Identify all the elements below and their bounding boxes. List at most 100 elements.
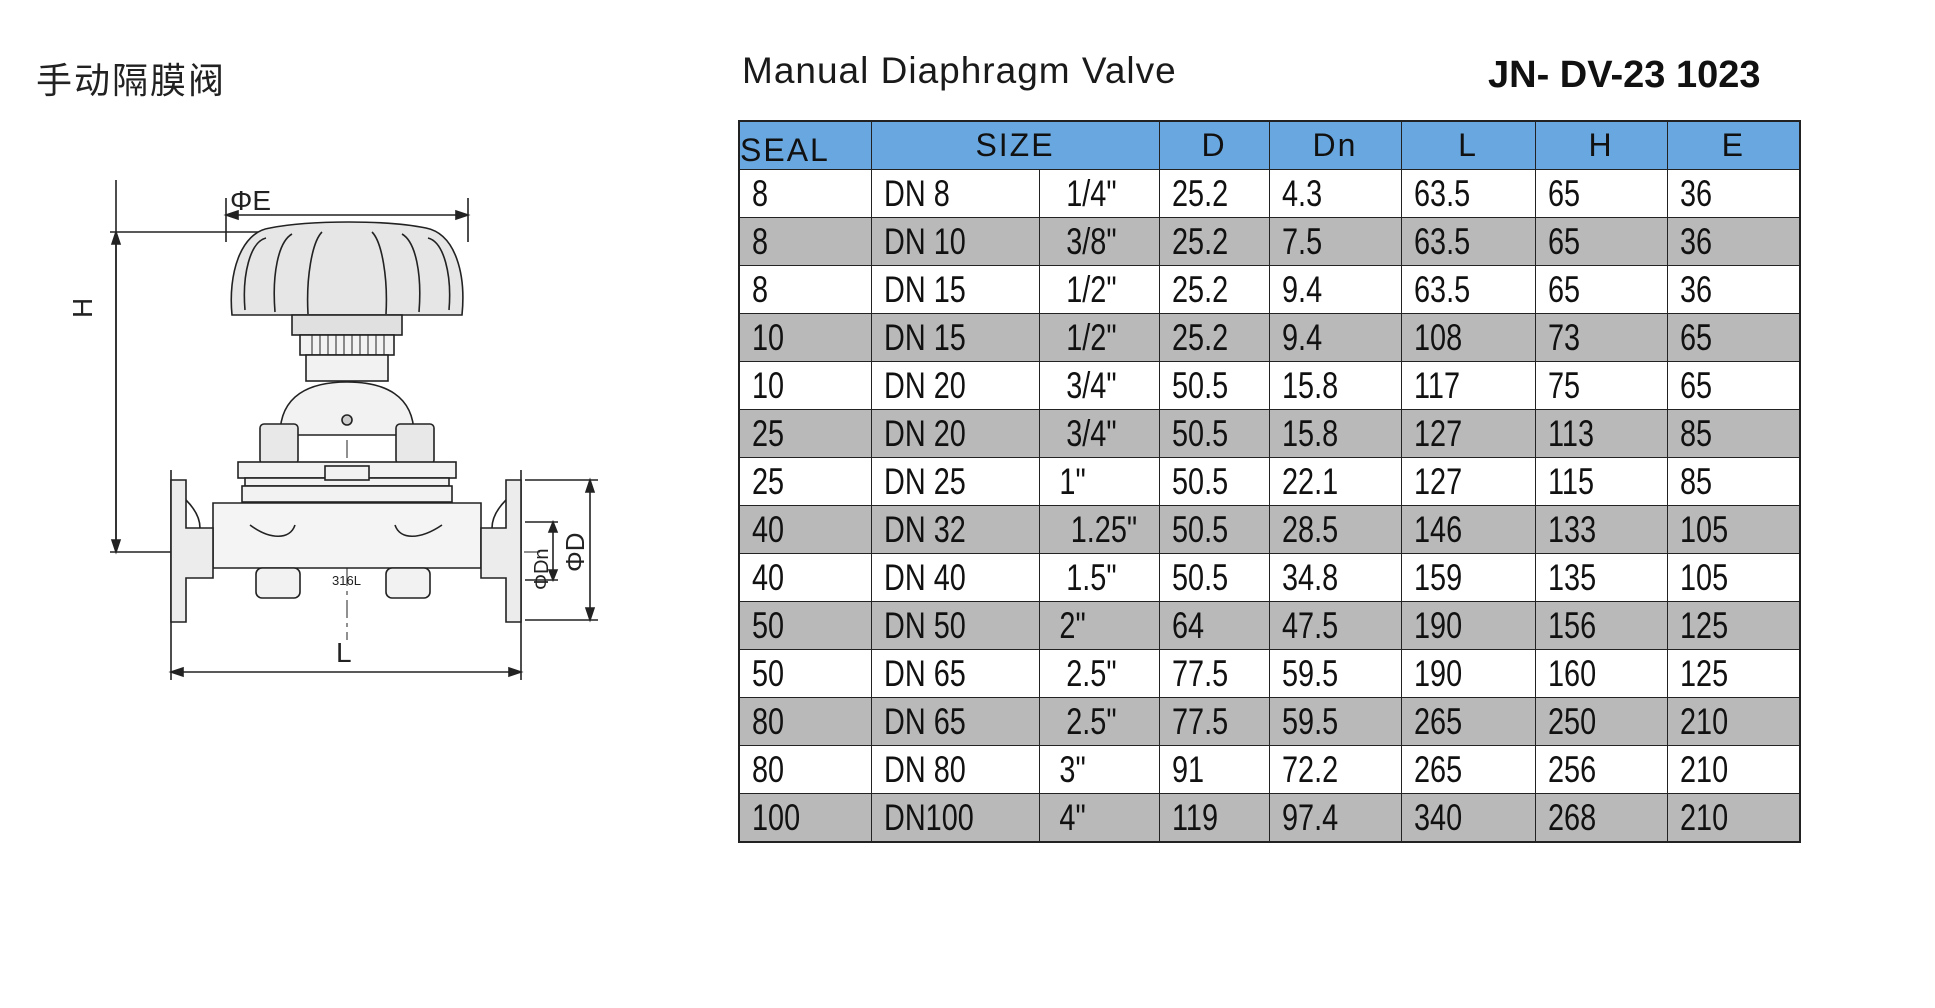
cell-e: 210 xyxy=(1666,793,1801,843)
table-row: 40 DN 32 1.25" 50.5 28.5 146 133 105 xyxy=(738,505,1801,554)
table-header-row: SEAL SIZE D Dn L H E xyxy=(738,120,1801,170)
cell-seal: 80 xyxy=(738,745,872,794)
cell-dn: DN 80 xyxy=(870,745,1040,794)
cell-e: 36 xyxy=(1666,265,1801,314)
cell-dni: 97.4 xyxy=(1268,793,1402,843)
table-row: 25 DN 25 1" 50.5 22.1 127 115 85 xyxy=(738,457,1801,506)
h-label: H xyxy=(70,298,98,318)
cell-h: 268 xyxy=(1534,793,1668,843)
header-dn: Dn xyxy=(1268,120,1402,170)
spec-table: SEAL SIZE D Dn L H E 8 DN 8 1/4" 25.2 4.3 63.… xyxy=(738,120,1801,843)
cell-inch: 1/2" xyxy=(1038,313,1160,362)
cell-dni: 72.2 xyxy=(1268,745,1402,794)
table-row: 8 DN 10 3/8" 25.2 7.5 63.5 65 36 xyxy=(738,217,1801,266)
cell-inch: 1.5" xyxy=(1038,553,1160,602)
cell-d: 50.5 xyxy=(1158,553,1270,602)
cell-dn: DN 15 xyxy=(870,313,1040,362)
cell-dni: 28.5 xyxy=(1268,505,1402,554)
model-number: JN- DV-23 1023 xyxy=(1488,54,1761,96)
table-row: 80 DN 65 2.5" 77.5 59.5 265 250 210 xyxy=(738,697,1801,746)
cell-dni: 9.4 xyxy=(1268,313,1402,362)
cell-l: 63.5 xyxy=(1400,217,1536,266)
cell-d: 91 xyxy=(1158,745,1270,794)
cell-seal: 25 xyxy=(738,457,872,506)
cell-dn: DN 10 xyxy=(870,217,1040,266)
cell-dn: DN100 xyxy=(870,793,1040,843)
cell-inch: 1/4" xyxy=(1038,169,1160,218)
table-row: 10 DN 15 1/2" 25.2 9.4 108 73 65 xyxy=(738,313,1801,362)
cell-d: 64 xyxy=(1158,601,1270,650)
cell-inch: 4" xyxy=(1038,793,1160,843)
cell-dni: 59.5 xyxy=(1268,697,1402,746)
cell-seal: 50 xyxy=(738,601,872,650)
header-h: H xyxy=(1534,120,1668,170)
cell-l: 265 xyxy=(1400,745,1536,794)
cell-inch: 1.25" xyxy=(1038,505,1160,554)
cell-e: 105 xyxy=(1666,553,1801,602)
cell-e: 36 xyxy=(1666,217,1801,266)
cell-d: 50.5 xyxy=(1158,505,1270,554)
table-row: 8 DN 15 1/2" 25.2 9.4 63.5 65 36 xyxy=(738,265,1801,314)
cell-e: 85 xyxy=(1666,409,1801,458)
cell-dn: DN 65 xyxy=(870,649,1040,698)
english-title: Manual Diaphragm Valve xyxy=(742,50,1177,91)
cell-d: 77.5 xyxy=(1158,649,1270,698)
cell-d: 50.5 xyxy=(1158,409,1270,458)
cell-seal: 25 xyxy=(738,409,872,458)
cell-h: 73 xyxy=(1534,313,1668,362)
cell-dni: 34.8 xyxy=(1268,553,1402,602)
cell-h: 75 xyxy=(1534,361,1668,410)
l-label: L xyxy=(336,637,352,668)
cell-h: 113 xyxy=(1534,409,1668,458)
cell-dn: DN 40 xyxy=(870,553,1040,602)
cell-l: 63.5 xyxy=(1400,169,1536,218)
cell-d: 25.2 xyxy=(1158,313,1270,362)
cell-h: 135 xyxy=(1534,553,1668,602)
cell-inch: 2.5" xyxy=(1038,649,1160,698)
cell-d: 25.2 xyxy=(1158,169,1270,218)
cell-e: 210 xyxy=(1666,745,1801,794)
cell-seal: 40 xyxy=(738,553,872,602)
cell-inch: 2" xyxy=(1038,601,1160,650)
cell-e: 65 xyxy=(1666,361,1801,410)
cell-h: 160 xyxy=(1534,649,1668,698)
cell-l: 340 xyxy=(1400,793,1536,843)
cell-l: 190 xyxy=(1400,601,1536,650)
table-row: 25 DN 20 3/4" 50.5 15.8 127 113 85 xyxy=(738,409,1801,458)
cell-e: 65 xyxy=(1666,313,1801,362)
cell-d: 25.2 xyxy=(1158,265,1270,314)
cell-h: 156 xyxy=(1534,601,1668,650)
cell-d: 50.5 xyxy=(1158,361,1270,410)
cell-l: 146 xyxy=(1400,505,1536,554)
valve-drawing: ΦE H L ΦDn ΦD 316L xyxy=(70,180,598,680)
cell-h: 65 xyxy=(1534,169,1668,218)
cell-seal: 10 xyxy=(738,313,872,362)
table-row: 40 DN 40 1.5" 50.5 34.8 159 135 105 xyxy=(738,553,1801,602)
cell-h: 65 xyxy=(1534,265,1668,314)
cell-seal: 10 xyxy=(738,361,872,410)
cell-l: 190 xyxy=(1400,649,1536,698)
cell-e: 105 xyxy=(1666,505,1801,554)
cell-dn: DN 50 xyxy=(870,601,1040,650)
header-d: D xyxy=(1158,120,1270,170)
cell-e: 125 xyxy=(1666,649,1801,698)
material-label: 316L xyxy=(332,573,361,588)
chinese-title: 手动隔膜阀 xyxy=(36,61,227,102)
cell-inch: 1/2" xyxy=(1038,265,1160,314)
cell-l: 265 xyxy=(1400,697,1536,746)
cell-h: 133 xyxy=(1534,505,1668,554)
table-row: 50 DN 65 2.5" 77.5 59.5 190 160 125 xyxy=(738,649,1801,698)
cell-dn: DN 8 xyxy=(870,169,1040,218)
cell-seal: 8 xyxy=(738,169,872,218)
cell-dn: DN 20 xyxy=(870,361,1040,410)
e-label: ΦE xyxy=(230,185,271,216)
cell-l: 108 xyxy=(1400,313,1536,362)
table-row: 10 DN 20 3/4" 50.5 15.8 117 75 65 xyxy=(738,361,1801,410)
cell-h: 115 xyxy=(1534,457,1668,506)
cell-dni: 47.5 xyxy=(1268,601,1402,650)
cell-dn: DN 65 xyxy=(870,697,1040,746)
cell-dn: DN 25 xyxy=(870,457,1040,506)
cell-e: 85 xyxy=(1666,457,1801,506)
cell-d: 119 xyxy=(1158,793,1270,843)
dn-label: ΦDn xyxy=(531,548,553,590)
